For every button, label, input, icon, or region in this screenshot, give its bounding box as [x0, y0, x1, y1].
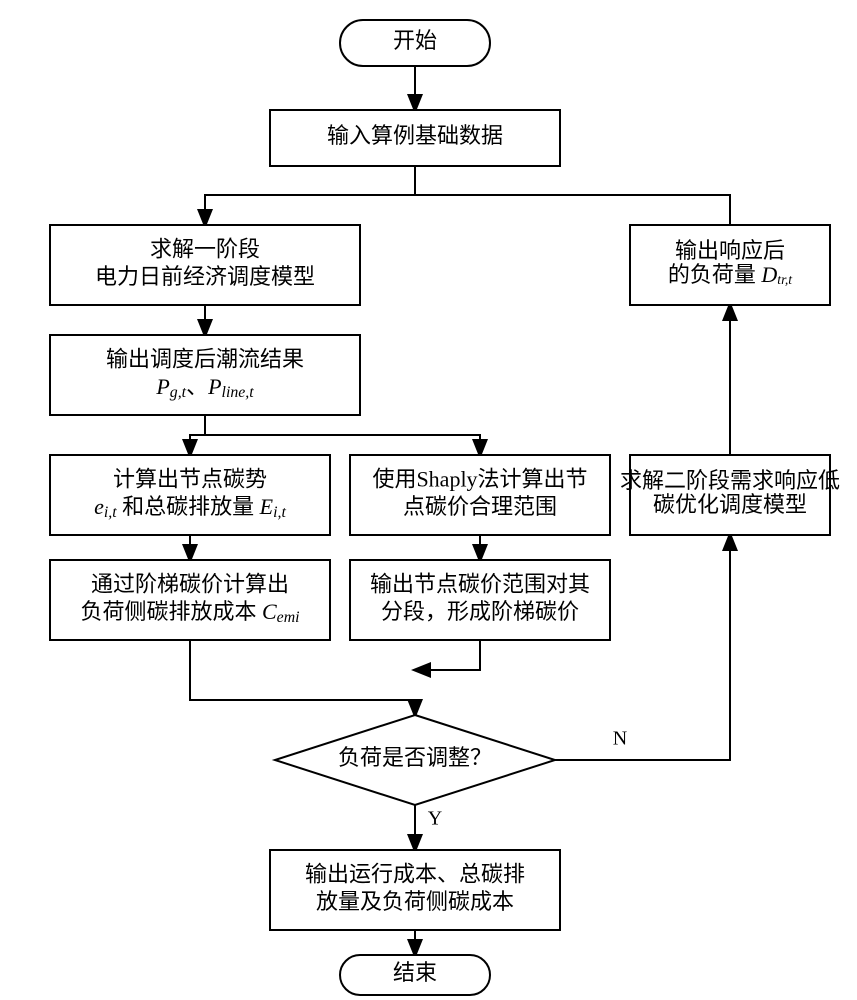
edge	[415, 640, 480, 670]
svg-text:使用Shaply法计算出节: 使用Shaply法计算出节	[372, 466, 587, 491]
edge	[415, 195, 730, 225]
node-shaply: 使用Shaply法计算出节点碳价合理范围	[350, 455, 610, 535]
node-outD: 输出响应后的负荷量 Dtr,t	[630, 225, 830, 305]
node-ladder: 输出节点碳价范围对其分段，形成阶梯碳价	[350, 560, 610, 640]
svg-text:负荷侧碳排放成本 Cemi: 负荷侧碳排放成本 Cemi	[80, 599, 299, 626]
node-outcost: 输出运行成本、总碳排放量及负荷侧碳成本	[270, 850, 560, 930]
svg-text:求解二阶段需求响应低: 求解二阶段需求响应低	[620, 468, 840, 493]
node-solve1: 求解一阶段电力日前经济调度模型	[50, 225, 360, 305]
edge	[190, 415, 205, 455]
svg-text:点碳价合理范围: 点碳价合理范围	[403, 494, 557, 519]
svg-text:结束: 结束	[393, 960, 437, 985]
svg-text:开始: 开始	[393, 28, 437, 53]
svg-text:输出运行成本、总碳排: 输出运行成本、总碳排	[305, 861, 525, 886]
node-cemi: 通过阶梯碳价计算出负荷侧碳排放成本 Cemi	[50, 560, 330, 640]
svg-text:输出节点碳价范围对其: 输出节点碳价范围对其	[370, 571, 590, 596]
node-flow: 输出调度后潮流结果Pg,t、Pline,t	[50, 335, 360, 415]
edge	[205, 166, 415, 225]
node-input: 输入算例基础数据	[270, 110, 560, 166]
svg-text:输出调度后潮流结果: 输出调度后潮流结果	[106, 346, 304, 371]
node-decide: 负荷是否调整？	[275, 715, 555, 805]
node-end: 结束	[340, 955, 490, 995]
edge	[205, 435, 480, 455]
node-start: 开始	[340, 20, 490, 66]
svg-text:电力日前经济调度模型: 电力日前经济调度模型	[95, 264, 315, 289]
svg-text:负荷是否调整？: 负荷是否调整？	[338, 745, 492, 770]
flowchart-diagram: Y N 开始输入算例基础数据求解一阶段电力日前经济调度模型输出调度后潮流结果Pg,…	[0, 0, 857, 1000]
edge-label: Y	[428, 808, 442, 830]
svg-text:计算出节点碳势: 计算出节点碳势	[113, 466, 267, 491]
svg-text:ei,t 和总碳排放量 Ei,t: ei,t 和总碳排放量 Ei,t	[94, 494, 286, 521]
node-solve2: 求解二阶段需求响应低碳优化调度模型	[620, 455, 840, 535]
svg-text:分段，形成阶梯碳价: 分段，形成阶梯碳价	[381, 599, 579, 624]
svg-text:输入算例基础数据: 输入算例基础数据	[327, 123, 503, 148]
svg-text:碳优化调度模型: 碳优化调度模型	[653, 492, 807, 517]
svg-text:通过阶梯碳价计算出: 通过阶梯碳价计算出	[91, 571, 289, 596]
svg-text:的负荷量 Dtr,t: 的负荷量 Dtr,t	[668, 262, 793, 287]
edge-label: N	[613, 728, 627, 750]
svg-text:求解一阶段: 求解一阶段	[150, 236, 260, 261]
svg-text:输出响应后: 输出响应后	[675, 238, 785, 263]
svg-text:放量及负荷侧碳成本: 放量及负荷侧碳成本	[316, 889, 514, 914]
node-carbon: 计算出节点碳势 ei,t 和总碳排放量 Ei,t	[50, 455, 330, 535]
edge	[190, 640, 415, 715]
